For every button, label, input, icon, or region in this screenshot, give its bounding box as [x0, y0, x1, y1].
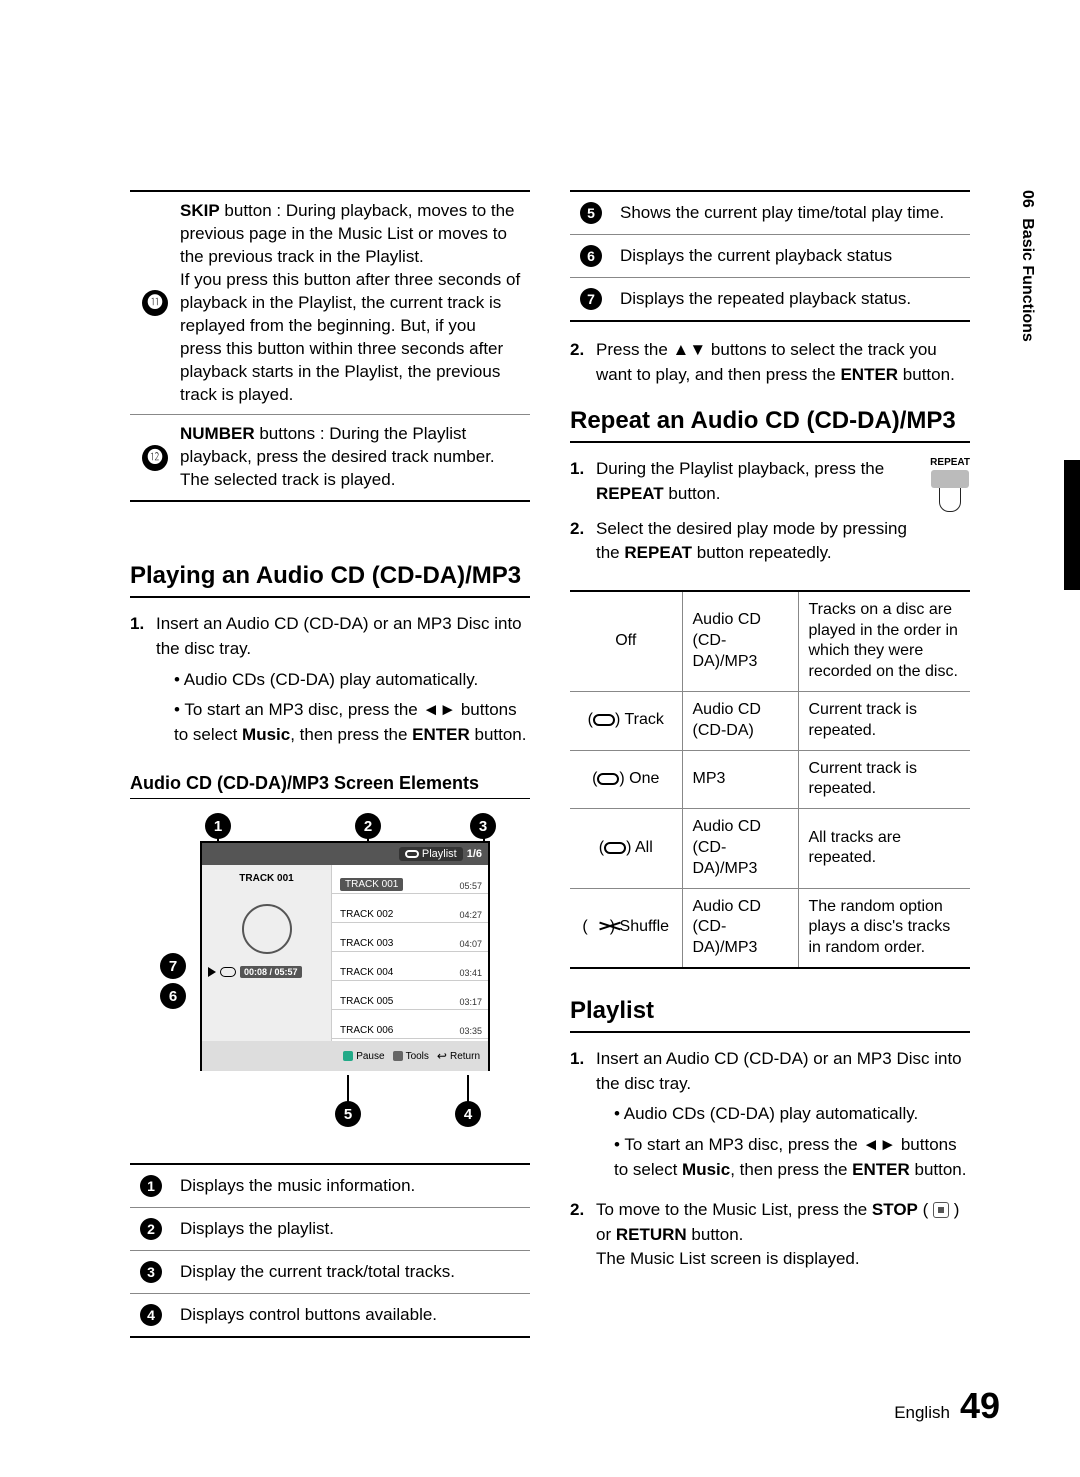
explain-text: Displays the repeated playback status.: [620, 289, 911, 309]
time-display: 00:08 / 05:57: [240, 966, 302, 978]
callout-2: 2: [355, 813, 381, 839]
heading-repeat: Repeat an Audio CD (CD-DA)/MP3: [570, 407, 970, 443]
mode-cell: Current track is repeated.: [798, 750, 970, 809]
callout-3: 3: [470, 813, 496, 839]
bullet: To start an MP3 disc, press the ◄► butto…: [174, 698, 530, 747]
explain-table-1-4: 1 Displays the music information. 2 Displa…: [130, 1163, 530, 1338]
side-section-title: Basic Functions: [1019, 218, 1036, 342]
remote-key-icon: [931, 470, 969, 488]
loop-icon: [604, 842, 626, 854]
shuffle-icon: [588, 919, 610, 933]
mode-cell: Audio CD (CD-DA): [682, 692, 798, 751]
track-count: 1/6: [467, 848, 482, 860]
footer-lang: English: [894, 1403, 950, 1423]
explain-text: Displays the current playback status: [620, 246, 892, 266]
mode-cell: The random option plays a disc's tracks …: [798, 888, 970, 968]
explain-badge: 5: [580, 202, 602, 224]
step-body: To move to the Music List, press the STO…: [596, 1198, 970, 1272]
bullet: Audio CDs (CD-DA) play automatically.: [614, 1102, 970, 1127]
heading-playing: Playing an Audio CD (CD-DA)/MP3: [130, 562, 530, 598]
return-button: ↩Return: [437, 1049, 480, 1063]
play-icon: [208, 967, 216, 977]
pause-button: Pause: [343, 1051, 384, 1062]
step-number: 1.: [130, 612, 156, 753]
step-number: 2.: [570, 1198, 596, 1272]
page-footer: English 49: [894, 1385, 1000, 1427]
bullet: Audio CDs (CD-DA) play automatically.: [174, 668, 530, 693]
explain-text: Shows the current play time/total play t…: [620, 203, 944, 223]
callout-4: 4: [455, 1101, 481, 1127]
explain-badge: 4: [140, 1304, 162, 1326]
repeat-icon: [220, 967, 236, 977]
remote-repeat-button: REPEAT: [930, 457, 970, 512]
explain-badge: 7: [580, 288, 602, 310]
pane-title: TRACK 001: [208, 873, 325, 884]
repeat-modes-table: Off Audio CD (CD-DA)/MP3 Tracks on a dis…: [570, 590, 970, 969]
loop-icon: [597, 773, 619, 785]
def-text-12: NUMBER buttons : During the Playlist pla…: [180, 423, 530, 492]
explain-text: Displays control buttons available.: [180, 1305, 437, 1325]
footer-page: 49: [960, 1385, 1000, 1427]
finger-icon: [939, 488, 961, 512]
callout-7: 7: [160, 953, 186, 979]
page-edge-tab: [1064, 460, 1080, 590]
step-body: Select the desired play mode by pressing…: [596, 517, 920, 566]
heading-playlist: Playlist: [570, 997, 970, 1033]
heading-screen-elements: Audio CD (CD-DA)/MP3 Screen Elements: [130, 773, 530, 799]
mode-cell: Current track is repeated.: [798, 692, 970, 751]
def-badge-11: ⓫: [142, 290, 168, 316]
mode-cell: All tracks are repeated.: [798, 809, 970, 888]
tools-button: Tools: [393, 1051, 429, 1062]
step-number: 2.: [570, 517, 596, 566]
right-steps: 2. Press the ▲▼ buttons to select the tr…: [570, 338, 970, 387]
explain-text: Displays the music information.: [180, 1176, 415, 1196]
repeat-steps: 1. During the Playlist playback, press t…: [570, 457, 920, 576]
explain-badge: 6: [580, 245, 602, 267]
explain-badge: 3: [140, 1261, 162, 1283]
mode-cell: () Track: [570, 692, 682, 751]
mode-cell: () One: [570, 750, 682, 809]
right-column: 5 Shows the current play time/total play …: [570, 190, 970, 1338]
mock-screen: Playlist 1/6 TRACK 001 00:08 / 05:57: [200, 841, 490, 1071]
left-column: ⓫ SKIP button : During playback, moves t…: [130, 190, 530, 1338]
mode-cell: Tracks on a disc are played in the order…: [798, 591, 970, 692]
def-text-11: SKIP button : During playback, moves to …: [180, 200, 530, 406]
definitions-table: ⓫ SKIP button : During playback, moves t…: [130, 190, 530, 502]
mode-cell: Audio CD (CD-DA)/MP3: [682, 809, 798, 888]
step-number: 2.: [570, 338, 596, 387]
side-section-number: 06: [1019, 190, 1036, 208]
explain-text: Display the current track/total tracks.: [180, 1262, 455, 1282]
step-body: Insert an Audio CD (CD-DA) or an MP3 Dis…: [156, 612, 530, 753]
explain-text: Displays the playlist.: [180, 1219, 334, 1239]
step-body: Insert an Audio CD (CD-DA) or an MP3 Dis…: [596, 1047, 970, 1188]
side-tab: 06 Basic Functions: [1018, 190, 1036, 342]
playing-steps: 1. Insert an Audio CD (CD-DA) or an MP3 …: [130, 612, 530, 753]
mode-cell: Off: [570, 591, 682, 692]
cd-icon: [242, 904, 292, 954]
track-list: TRACK 00105:57 TRACK 00204:27 TRACK 0030…: [332, 865, 488, 1041]
playlist-steps: 1. Insert an Audio CD (CD-DA) or an MP3 …: [570, 1047, 970, 1272]
playlist-chip: Playlist: [399, 847, 463, 861]
mode-cell: () Shuffle: [570, 888, 682, 968]
step-body: Press the ▲▼ buttons to select the track…: [596, 338, 970, 387]
stop-icon: [933, 1202, 949, 1218]
callout-1: 1: [205, 813, 231, 839]
mode-cell: Audio CD (CD-DA)/MP3: [682, 591, 798, 692]
bullet: To start an MP3 disc, press the ◄► butto…: [614, 1133, 970, 1182]
step-body: During the Playlist playback, press the …: [596, 457, 920, 506]
step-number: 1.: [570, 457, 596, 506]
step-number: 1.: [570, 1047, 596, 1188]
explain-table-5-7: 5 Shows the current play time/total play …: [570, 190, 970, 322]
explain-badge: 2: [140, 1218, 162, 1240]
callout-6: 6: [160, 983, 186, 1009]
def-badge-12: ⓬: [142, 445, 168, 471]
loop-icon: [593, 714, 615, 726]
explain-badge: 1: [140, 1175, 162, 1197]
screen-diagram: 1 2 3 4 5 6 7 Playlist 1/6 TRACK 001: [140, 813, 520, 1133]
mode-cell: () All: [570, 809, 682, 888]
mode-cell: MP3: [682, 750, 798, 809]
callout-5: 5: [335, 1101, 361, 1127]
mode-cell: Audio CD (CD-DA)/MP3: [682, 888, 798, 968]
